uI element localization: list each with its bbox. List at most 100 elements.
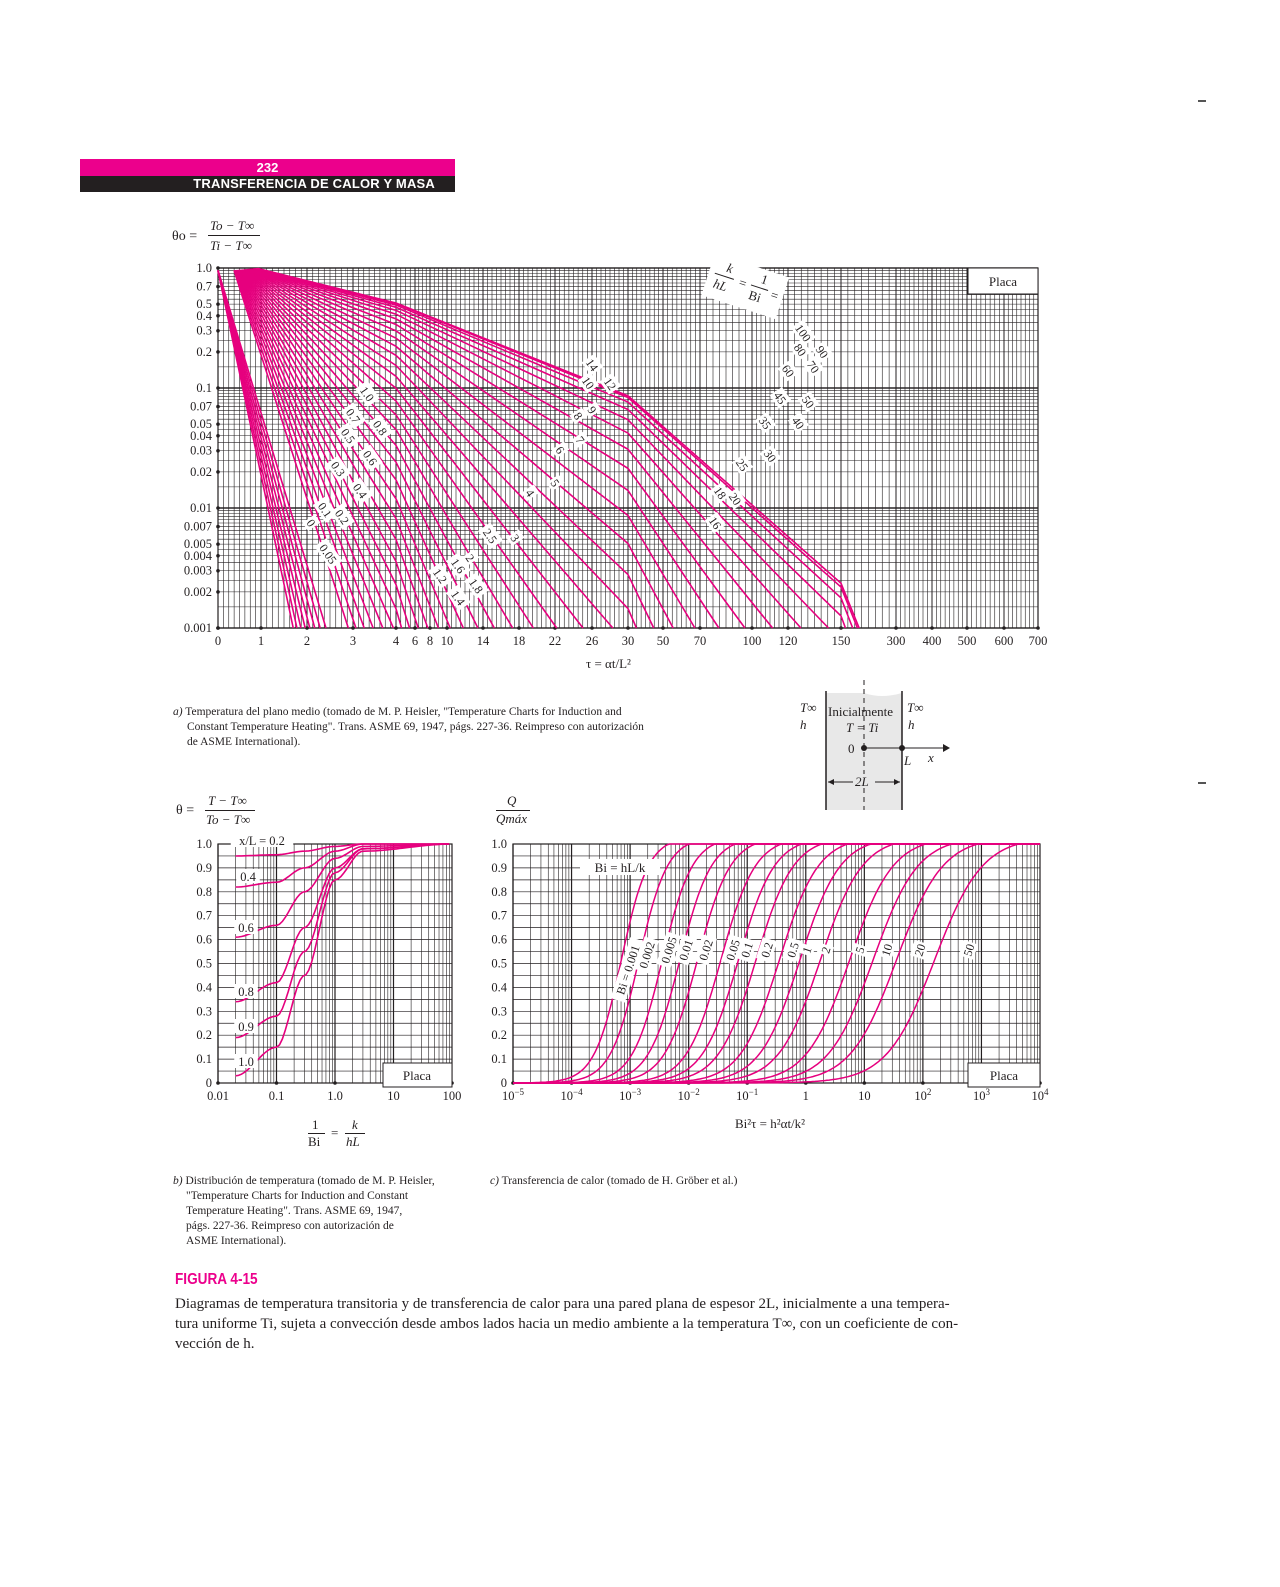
page-mark bbox=[1198, 782, 1206, 784]
svg-text:0.6: 0.6 bbox=[491, 933, 507, 947]
svg-text:0.6: 0.6 bbox=[238, 921, 254, 935]
svg-text:0: 0 bbox=[501, 1076, 507, 1090]
ylabel-den: Qmáx bbox=[496, 811, 528, 826]
svg-text:0.2: 0.2 bbox=[196, 1028, 212, 1042]
svg-text:0.9: 0.9 bbox=[491, 861, 507, 875]
origin-label: 0 bbox=[848, 741, 855, 756]
svg-text:1.0: 1.0 bbox=[491, 837, 507, 851]
svg-text:10−1: 10−1 bbox=[736, 1087, 758, 1103]
svg-text:8: 8 bbox=[427, 634, 433, 648]
initial-label: Inicialmente bbox=[828, 704, 893, 719]
svg-text:12: 12 bbox=[601, 375, 619, 393]
chart-midplane-temperature: 1.0 0.7 0.50.40.3 0.2 0.1 0.07 0.050.040.03 0.0… bbox=[184, 258, 1047, 648]
svg-text:Placa: Placa bbox=[989, 274, 1017, 289]
svg-text:0.7: 0.7 bbox=[196, 909, 212, 923]
fraction-bar bbox=[208, 235, 260, 236]
svg-text:0.5: 0.5 bbox=[196, 297, 212, 311]
svg-text:102: 102 bbox=[914, 1087, 931, 1103]
xlabel-eq: = bbox=[331, 1125, 339, 1140]
svg-text:20: 20 bbox=[911, 942, 928, 958]
book-title: TRANSFERENCIA DE CALOR Y MASA bbox=[80, 176, 455, 192]
xlabel-num: 1 bbox=[312, 1117, 319, 1132]
svg-text:Placa: Placa bbox=[990, 1068, 1018, 1083]
fraction-bar bbox=[205, 810, 255, 811]
page-number: 232 bbox=[80, 159, 455, 176]
ylabel-den: Ti − T∞ bbox=[210, 238, 252, 253]
svg-text:1: 1 bbox=[258, 634, 264, 648]
fraction-bar bbox=[496, 810, 530, 811]
figure-text-line: tura uniforme Ti, sujeta a convección de… bbox=[175, 1316, 959, 1332]
svg-text:0.5: 0.5 bbox=[491, 957, 507, 971]
svg-text:0.07: 0.07 bbox=[190, 400, 212, 414]
svg-text:=: = bbox=[769, 287, 781, 304]
svg-text:26: 26 bbox=[586, 634, 599, 648]
svg-text:120: 120 bbox=[779, 634, 798, 648]
svg-text:0: 0 bbox=[215, 634, 221, 648]
svg-text:hL: hL bbox=[711, 276, 729, 295]
caption-text: Transferencia de calor (tomado de H. Grö… bbox=[501, 1175, 738, 1187]
svg-text:70: 70 bbox=[694, 634, 707, 648]
left-ambient-temp: T∞ bbox=[800, 700, 817, 715]
svg-text:1.0: 1.0 bbox=[327, 1089, 343, 1103]
caption-line: págs. 227-36. Reimpreso con autorización… bbox=[186, 1220, 394, 1232]
svg-text:0.6: 0.6 bbox=[196, 933, 212, 947]
svg-text:600: 600 bbox=[995, 634, 1014, 648]
svg-text:0.01: 0.01 bbox=[676, 938, 696, 962]
svg-text:1: 1 bbox=[803, 1089, 809, 1103]
svg-text:0.8: 0.8 bbox=[196, 885, 212, 899]
svg-text:0.03: 0.03 bbox=[190, 444, 212, 458]
svg-text:70: 70 bbox=[804, 358, 822, 376]
x-axis-label: x bbox=[928, 750, 934, 765]
svg-text:k: k bbox=[725, 260, 735, 276]
svg-text:14: 14 bbox=[477, 634, 490, 648]
caption-lead: a) bbox=[173, 706, 183, 718]
svg-text:10−5: 10−5 bbox=[502, 1087, 525, 1103]
svg-text:0.01: 0.01 bbox=[190, 501, 212, 515]
xlabel-den2: hL bbox=[346, 1134, 360, 1149]
svg-text:1.0: 1.0 bbox=[238, 1055, 254, 1069]
fraction-bar bbox=[345, 1133, 365, 1134]
svg-text:30: 30 bbox=[622, 634, 635, 648]
svg-text:0.1: 0.1 bbox=[196, 381, 212, 395]
xlabel-num2: k bbox=[352, 1117, 358, 1132]
caption-line: Distribución de temperatura (tomado de M… bbox=[185, 1175, 435, 1187]
fraction-bar bbox=[308, 1133, 325, 1134]
svg-text:0.02: 0.02 bbox=[696, 938, 716, 962]
ylabel-lhs: θo = bbox=[172, 229, 198, 244]
L-label: L bbox=[904, 753, 912, 768]
svg-text:0.9: 0.9 bbox=[196, 861, 212, 875]
caption-b: b) Distribución de temperatura (tomado d… bbox=[173, 1174, 483, 1249]
svg-text:10: 10 bbox=[441, 634, 454, 648]
xlabel-den: Bi bbox=[308, 1134, 321, 1149]
svg-text:0.5: 0.5 bbox=[784, 941, 802, 960]
svg-text:5: 5 bbox=[852, 945, 867, 955]
caption-lead: b) bbox=[173, 1175, 183, 1187]
svg-text:0.5: 0.5 bbox=[196, 957, 212, 971]
svg-text:0.005: 0.005 bbox=[184, 537, 212, 551]
svg-text:x/L = 0.2: x/L = 0.2 bbox=[239, 835, 285, 848]
figure-title: FIGURA 4-15 bbox=[175, 1271, 258, 1288]
svg-text:1.0: 1.0 bbox=[196, 261, 212, 275]
svg-text:0.8: 0.8 bbox=[491, 885, 507, 899]
figure-text-line: vección de h. bbox=[175, 1336, 255, 1352]
svg-text:0.002: 0.002 bbox=[184, 585, 212, 599]
thickness-label: 2L bbox=[855, 774, 869, 789]
chart-temperature-distribution: 0 0.1 0.2 0.3 0.4 0.5 0.6 0.7 0.8 0.9 1.0 0.01 0.1 1.… bbox=[196, 835, 461, 1103]
figure-description: Diagramas de temperatura transitoria y d… bbox=[175, 1294, 1055, 1354]
svg-text:10−3: 10−3 bbox=[619, 1087, 642, 1103]
panel-a-xlabel: τ = αt/L² bbox=[586, 656, 631, 671]
svg-text:2: 2 bbox=[818, 945, 833, 955]
svg-text:150: 150 bbox=[832, 634, 851, 648]
svg-text:0.2: 0.2 bbox=[758, 941, 776, 960]
caption-lead: c) bbox=[490, 1175, 499, 1187]
svg-text:0.2: 0.2 bbox=[491, 1028, 507, 1042]
svg-text:0.9: 0.9 bbox=[238, 1020, 254, 1034]
svg-text:10: 10 bbox=[387, 1089, 400, 1103]
svg-text:30: 30 bbox=[761, 447, 779, 465]
caption-line: "Temperature Charts for Induction and Co… bbox=[186, 1190, 409, 1202]
svg-text:0.2: 0.2 bbox=[196, 345, 212, 359]
svg-text:10−4: 10−4 bbox=[561, 1087, 584, 1103]
svg-text:400: 400 bbox=[923, 634, 942, 648]
svg-text:14: 14 bbox=[583, 356, 601, 374]
svg-text:40: 40 bbox=[789, 414, 807, 432]
